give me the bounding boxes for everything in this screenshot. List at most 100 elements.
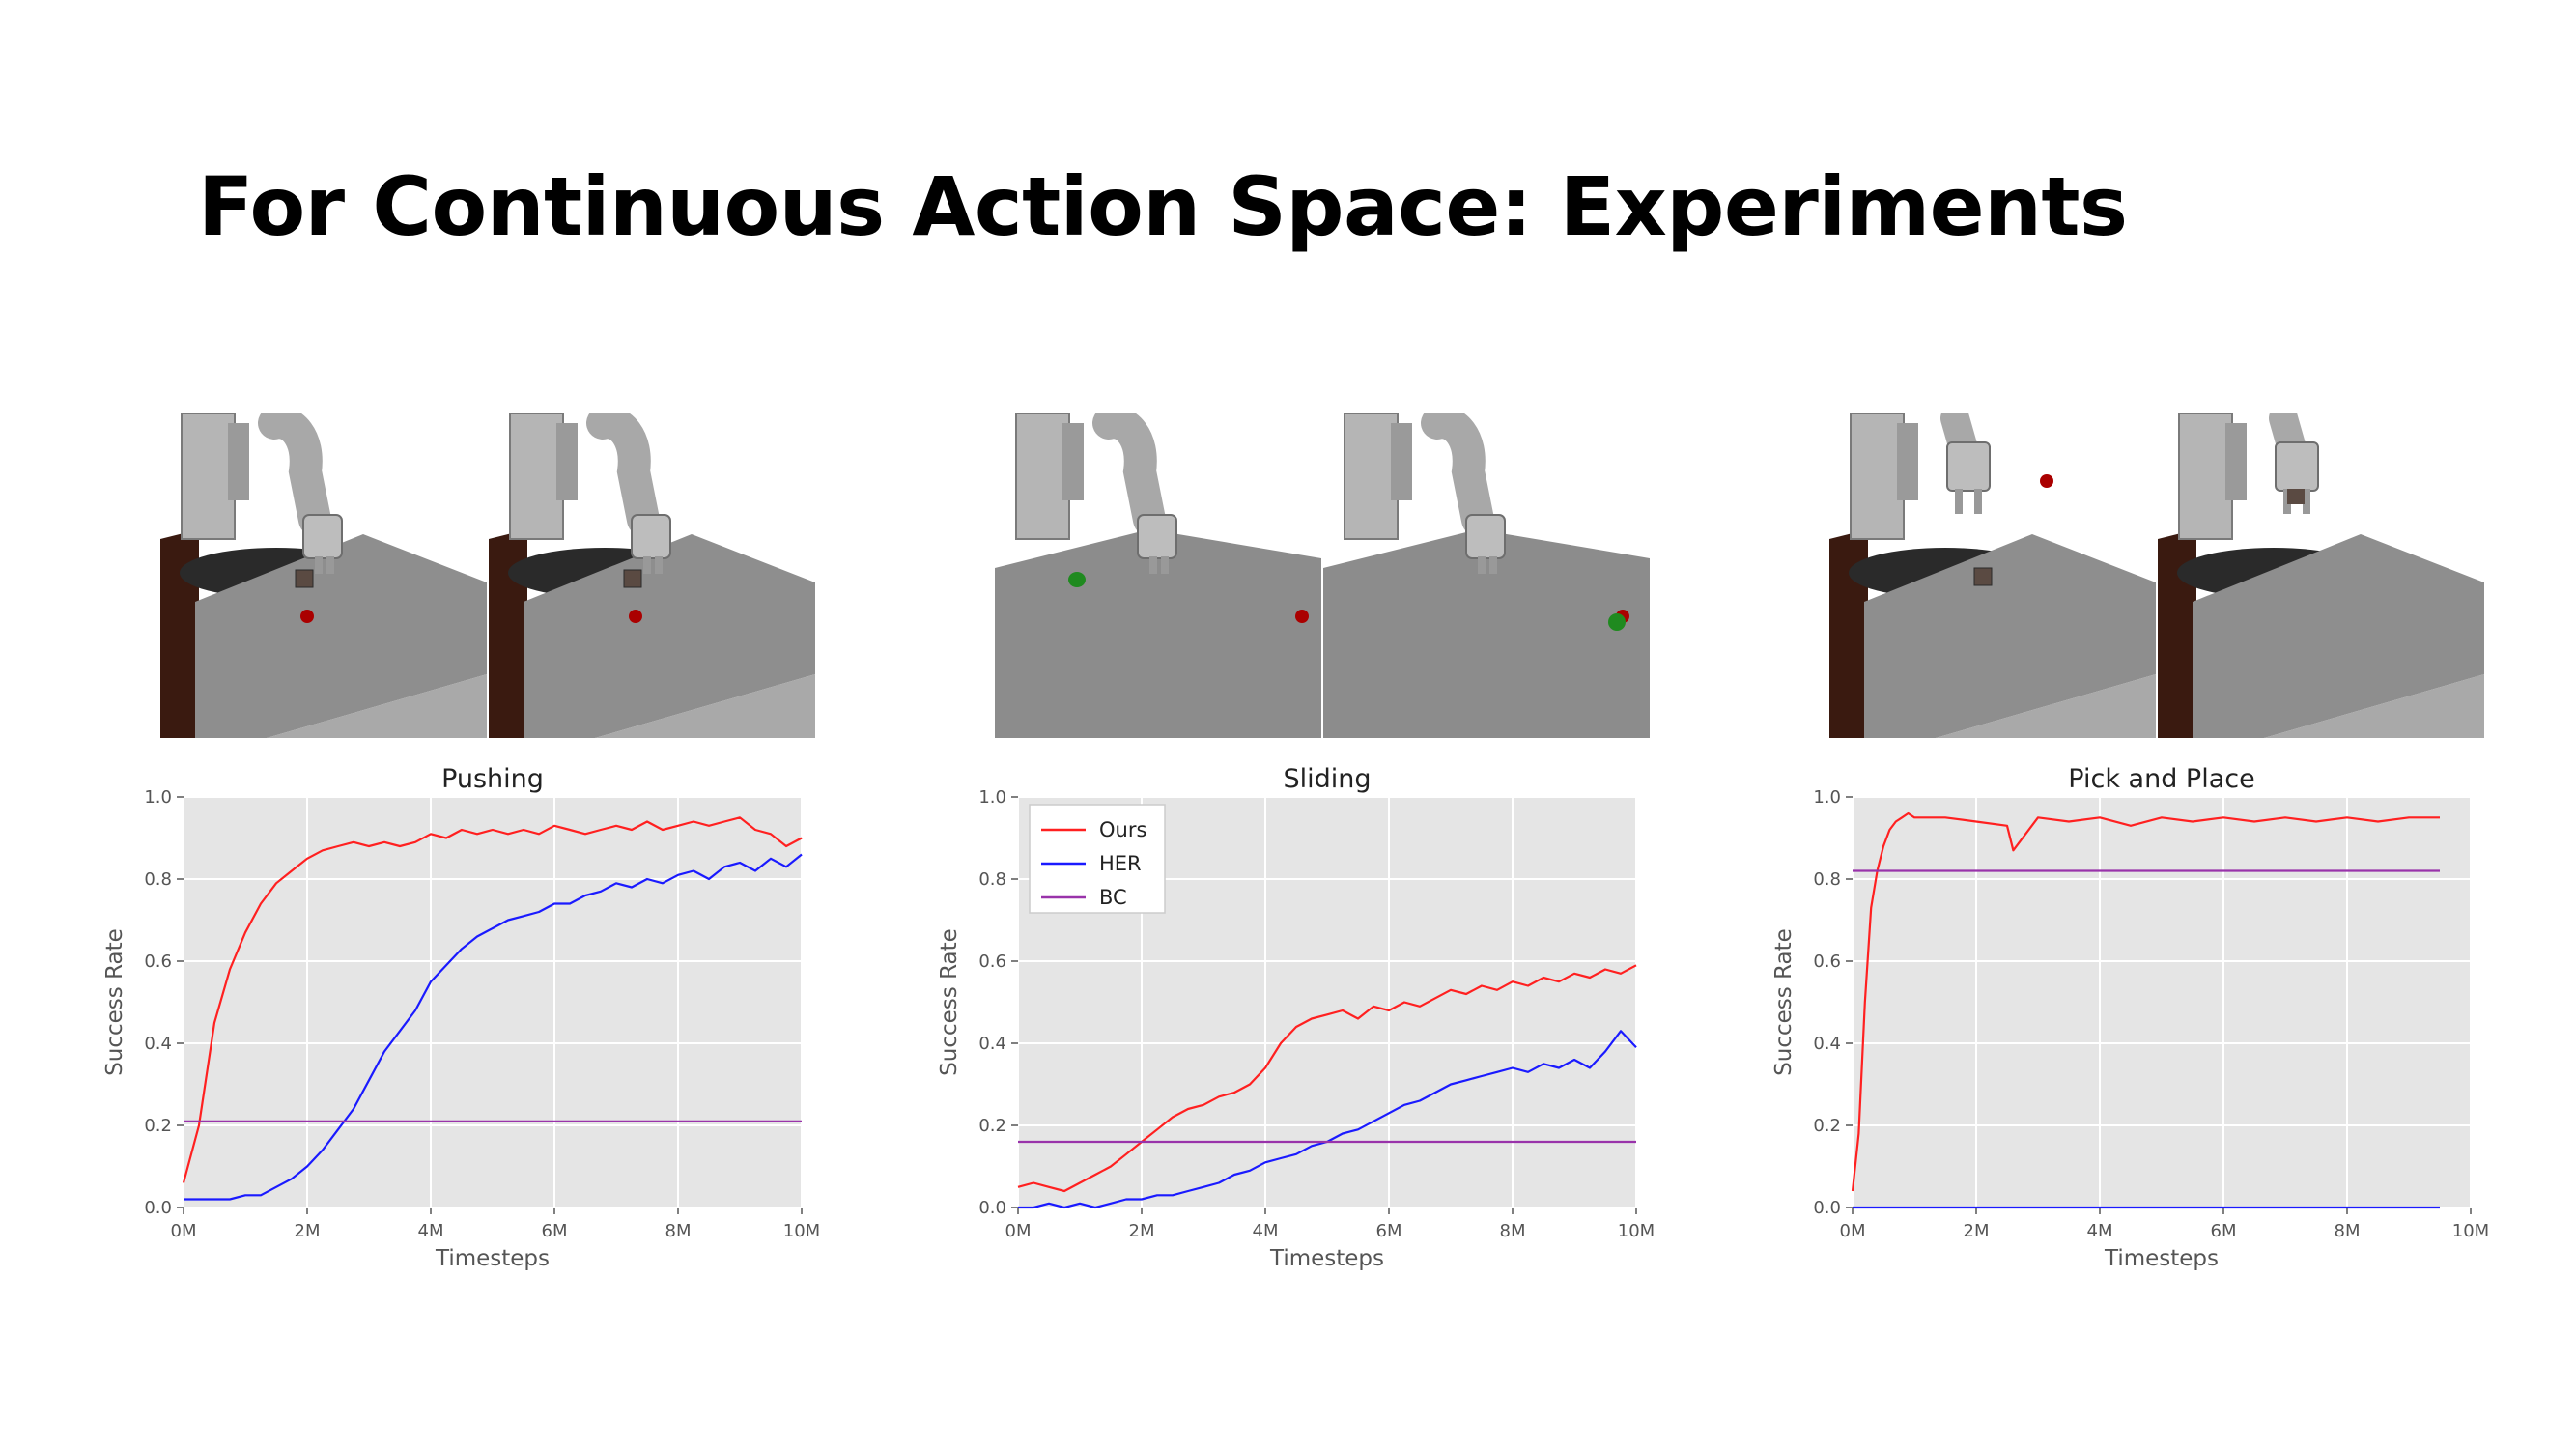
series-line-ours <box>1017 964 1637 1193</box>
table-top <box>195 534 487 738</box>
red-target <box>629 610 642 623</box>
robot-wrist <box>631 514 671 559</box>
y-axis-label: Success Rate <box>937 928 962 1076</box>
x-tick-label: 4M <box>418 1221 444 1241</box>
y-axis-label: Success Rate <box>1771 928 1797 1076</box>
scene-pushing-frame-1 <box>160 413 487 738</box>
robot-torso <box>181 413 236 540</box>
robot-arm <box>1092 413 1166 536</box>
x-axis-label: Timesteps <box>435 1246 550 1271</box>
y-tick-label: 0.6 <box>144 952 172 972</box>
gripper-finger <box>655 556 663 574</box>
table-top <box>995 529 1321 738</box>
slide-title: For Continuous Action Space: Experiments <box>198 159 2128 254</box>
x-axis-label: Timesteps <box>2104 1246 2219 1271</box>
green-puck <box>1068 572 1086 587</box>
gripper-finger <box>315 556 323 574</box>
chart-title: Pushing <box>441 764 544 794</box>
chart-sliding: 0M 2M 4M 6M 8M 10M 0.0 0.2 0.4 0.6 0.8 1.0 Sliding Ti… <box>937 764 1655 1271</box>
x-tick-label: 8M <box>1500 1221 1526 1241</box>
y-tick-label: 0.0 <box>1813 1198 1841 1218</box>
series-line-her <box>184 853 803 1201</box>
y-tick-label: 0.0 <box>978 1198 1006 1218</box>
y-tick-label: 0.6 <box>978 952 1006 972</box>
robot-shoulder <box>228 423 249 500</box>
robot-shoulder <box>1391 423 1412 500</box>
table-top <box>524 534 815 738</box>
scene-sliding-frame-2 <box>1323 413 1650 738</box>
x-tick-label: 6M <box>542 1221 568 1241</box>
y-tick-label: 0.4 <box>978 1034 1006 1054</box>
robot-wrist <box>1465 514 1506 559</box>
chart-pick-and-place: 0M 2M 4M 6M 8M 10M 0.0 0.2 0.4 0.6 0.8 1.0 Pick and … <box>1771 764 2489 1271</box>
robot-shoulder <box>1062 423 1084 500</box>
robot-wrist <box>302 514 343 559</box>
x-tick-label: 2M <box>1964 1221 1990 1241</box>
red-target <box>300 610 314 623</box>
robot-torso <box>1344 413 1399 540</box>
red-target <box>1295 610 1309 623</box>
gripper-finger <box>1489 556 1497 574</box>
robot-wrist <box>1946 441 1991 492</box>
legend-label-ours: Ours <box>1099 818 1146 841</box>
y-tick-label: 0.2 <box>978 1116 1006 1136</box>
table-top <box>2193 534 2484 738</box>
y-tick-label: 0.6 <box>1813 952 1841 972</box>
robot-torso <box>1850 413 1905 540</box>
x-tick-label: 6M <box>2211 1221 2237 1241</box>
table-top <box>1323 529 1650 738</box>
robot-arm <box>586 413 660 536</box>
y-tick-label: 0.8 <box>144 869 172 890</box>
gripper-finger <box>1161 556 1169 574</box>
robot-arm <box>1421 413 1494 536</box>
chart-title: Sliding <box>1283 764 1371 794</box>
robot-shoulder <box>556 423 578 500</box>
scene-sliding-frame-1 <box>995 413 1321 738</box>
x-tick-label: 6M <box>1376 1221 1402 1241</box>
x-tick-label: 4M <box>2087 1221 2113 1241</box>
x-tick-label: 10M <box>1618 1221 1655 1241</box>
robot-torso <box>2178 413 2233 540</box>
y-tick-label: 1.0 <box>1813 787 1841 808</box>
y-tick-label: 0.8 <box>978 869 1006 890</box>
x-tick-label: 0M <box>1840 1221 1866 1241</box>
block <box>623 569 642 588</box>
y-tick-label: 0.0 <box>144 1198 172 1218</box>
robot-wrist <box>1137 514 1177 559</box>
y-tick-label: 0.8 <box>1813 869 1841 890</box>
y-tick-label: 0.2 <box>144 1116 172 1136</box>
green-puck <box>1608 613 1626 631</box>
robot-shoulder <box>2225 423 2247 500</box>
x-tick-label: 8M <box>2335 1221 2361 1241</box>
gripper-finger <box>643 556 651 574</box>
table-front <box>1936 674 2156 738</box>
x-tick-label: 4M <box>1253 1221 1279 1241</box>
table-front <box>595 674 815 738</box>
robot-torso <box>1015 413 1070 540</box>
x-tick-label: 2M <box>1129 1221 1155 1241</box>
y-tick-label: 0.4 <box>144 1034 172 1054</box>
gripper-finger <box>1478 556 1486 574</box>
gripper-finger <box>1149 556 1157 574</box>
robot-torso <box>509 413 564 540</box>
y-tick-label: 0.2 <box>1813 1116 1841 1136</box>
y-tick-label: 1.0 <box>144 787 172 808</box>
legend: Ours HER BC <box>1029 804 1166 914</box>
series-line-ours <box>1851 811 2440 1192</box>
block <box>1973 567 1993 586</box>
x-tick-label: 0M <box>171 1221 197 1241</box>
chart-pushing: 0M 2M 4M 6M 8M 10M 0.0 0.2 0.4 0.6 0.8 1.0 Pushing Ti… <box>102 764 820 1271</box>
y-tick-label: 0.4 <box>1813 1034 1841 1054</box>
chart-title: Pick and Place <box>2068 764 2254 794</box>
robot-shoulder <box>1897 423 1918 500</box>
robot-arm <box>258 413 331 536</box>
series-line-ours <box>182 816 803 1183</box>
block <box>295 569 314 588</box>
x-tick-label: 2M <box>295 1221 321 1241</box>
robot-wrist <box>2275 441 2319 492</box>
legend-box <box>1029 804 1166 914</box>
x-tick-label: 0M <box>1005 1221 1032 1241</box>
scene-pick-and-place-frame-1 <box>1829 413 2156 738</box>
gripper-finger <box>326 556 334 574</box>
gripper-finger <box>1955 489 1963 514</box>
